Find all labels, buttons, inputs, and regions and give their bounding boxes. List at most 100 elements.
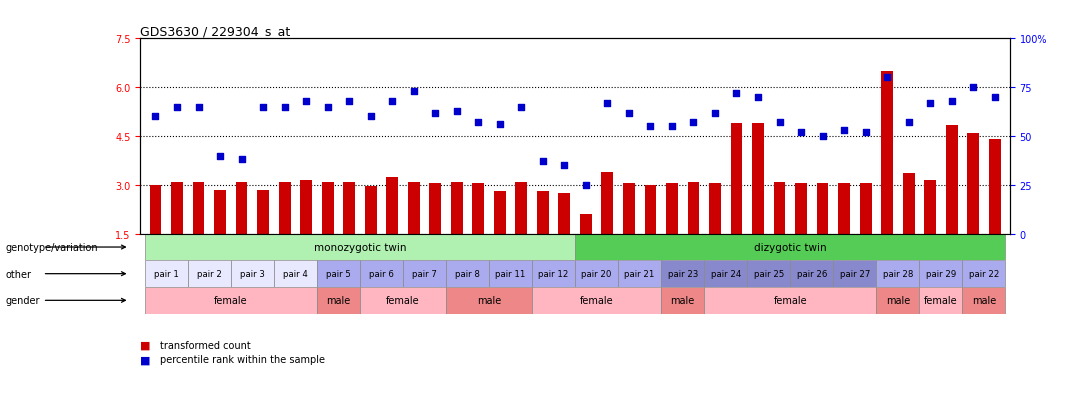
- Text: pair 4: pair 4: [283, 270, 308, 278]
- Bar: [962, 287, 1005, 314]
- Bar: [710, 184, 720, 234]
- Bar: [365, 187, 377, 234]
- Point: [297, 98, 314, 105]
- Bar: [322, 182, 334, 234]
- Bar: [446, 287, 532, 314]
- Bar: [618, 261, 661, 287]
- Point: [577, 182, 594, 189]
- Bar: [924, 180, 936, 234]
- Text: female: female: [580, 296, 613, 306]
- Bar: [860, 184, 872, 234]
- Point: [233, 157, 251, 164]
- Bar: [876, 287, 919, 314]
- Text: pair 12: pair 12: [539, 270, 569, 278]
- Point: [405, 88, 422, 95]
- Point: [685, 120, 702, 126]
- Text: pair 11: pair 11: [496, 270, 526, 278]
- Bar: [919, 261, 962, 287]
- Bar: [316, 261, 360, 287]
- Bar: [257, 190, 269, 234]
- Point: [598, 100, 616, 107]
- Point: [750, 95, 767, 101]
- Point: [921, 100, 939, 107]
- Text: pair 20: pair 20: [581, 270, 611, 278]
- Text: pair 22: pair 22: [969, 270, 999, 278]
- Text: pair 25: pair 25: [754, 270, 784, 278]
- Text: male: male: [972, 296, 996, 306]
- Bar: [300, 180, 312, 234]
- Point: [706, 110, 724, 116]
- Bar: [704, 287, 876, 314]
- Point: [168, 104, 186, 111]
- Bar: [704, 261, 747, 287]
- Text: genotype/variation: genotype/variation: [5, 242, 98, 252]
- Bar: [145, 261, 188, 287]
- Bar: [962, 261, 1005, 287]
- Bar: [430, 184, 441, 234]
- Bar: [989, 140, 1001, 234]
- Text: ■: ■: [140, 340, 151, 350]
- Bar: [472, 184, 484, 234]
- Text: transformed count: transformed count: [160, 340, 251, 350]
- Point: [642, 123, 659, 130]
- Point: [212, 153, 229, 159]
- Bar: [661, 287, 704, 314]
- Bar: [816, 184, 828, 234]
- Bar: [661, 261, 704, 287]
- Point: [535, 159, 552, 165]
- Bar: [580, 215, 592, 234]
- Bar: [576, 234, 1005, 261]
- Bar: [515, 182, 527, 234]
- Bar: [576, 261, 618, 287]
- Text: female: female: [924, 296, 958, 306]
- Bar: [946, 125, 958, 234]
- Text: gender: gender: [5, 296, 40, 306]
- Point: [728, 90, 745, 97]
- Point: [147, 114, 164, 121]
- Text: pair 26: pair 26: [797, 270, 827, 278]
- Bar: [558, 194, 570, 234]
- Point: [448, 108, 465, 115]
- Bar: [623, 184, 635, 234]
- Bar: [747, 261, 791, 287]
- Bar: [795, 184, 807, 234]
- Point: [986, 95, 1003, 101]
- Text: male: male: [671, 296, 694, 306]
- Bar: [494, 192, 505, 234]
- Bar: [231, 261, 274, 287]
- Text: pair 7: pair 7: [413, 270, 437, 278]
- Bar: [343, 182, 355, 234]
- Bar: [881, 72, 893, 234]
- Bar: [171, 182, 183, 234]
- Bar: [838, 184, 850, 234]
- Bar: [360, 287, 446, 314]
- Bar: [532, 287, 661, 314]
- Bar: [645, 185, 657, 234]
- Point: [190, 104, 207, 111]
- Bar: [145, 287, 316, 314]
- Text: ■: ■: [140, 354, 151, 364]
- Bar: [666, 184, 678, 234]
- Text: male: male: [477, 296, 501, 306]
- Text: monozygotic twin: monozygotic twin: [313, 242, 406, 252]
- Text: pair 27: pair 27: [839, 270, 870, 278]
- Text: female: female: [214, 296, 247, 306]
- Bar: [446, 261, 489, 287]
- Point: [836, 128, 853, 134]
- Text: dizygotic twin: dizygotic twin: [754, 242, 826, 252]
- Point: [793, 130, 810, 136]
- Bar: [360, 261, 403, 287]
- Point: [943, 98, 960, 105]
- Bar: [968, 133, 980, 234]
- Bar: [214, 190, 226, 234]
- Text: pair 2: pair 2: [197, 270, 221, 278]
- Bar: [149, 185, 161, 234]
- Point: [556, 163, 573, 169]
- Text: pair 23: pair 23: [667, 270, 698, 278]
- Bar: [791, 261, 834, 287]
- Point: [964, 85, 982, 91]
- Bar: [450, 182, 462, 234]
- Bar: [408, 182, 420, 234]
- Text: pair 1: pair 1: [153, 270, 178, 278]
- Bar: [903, 174, 915, 234]
